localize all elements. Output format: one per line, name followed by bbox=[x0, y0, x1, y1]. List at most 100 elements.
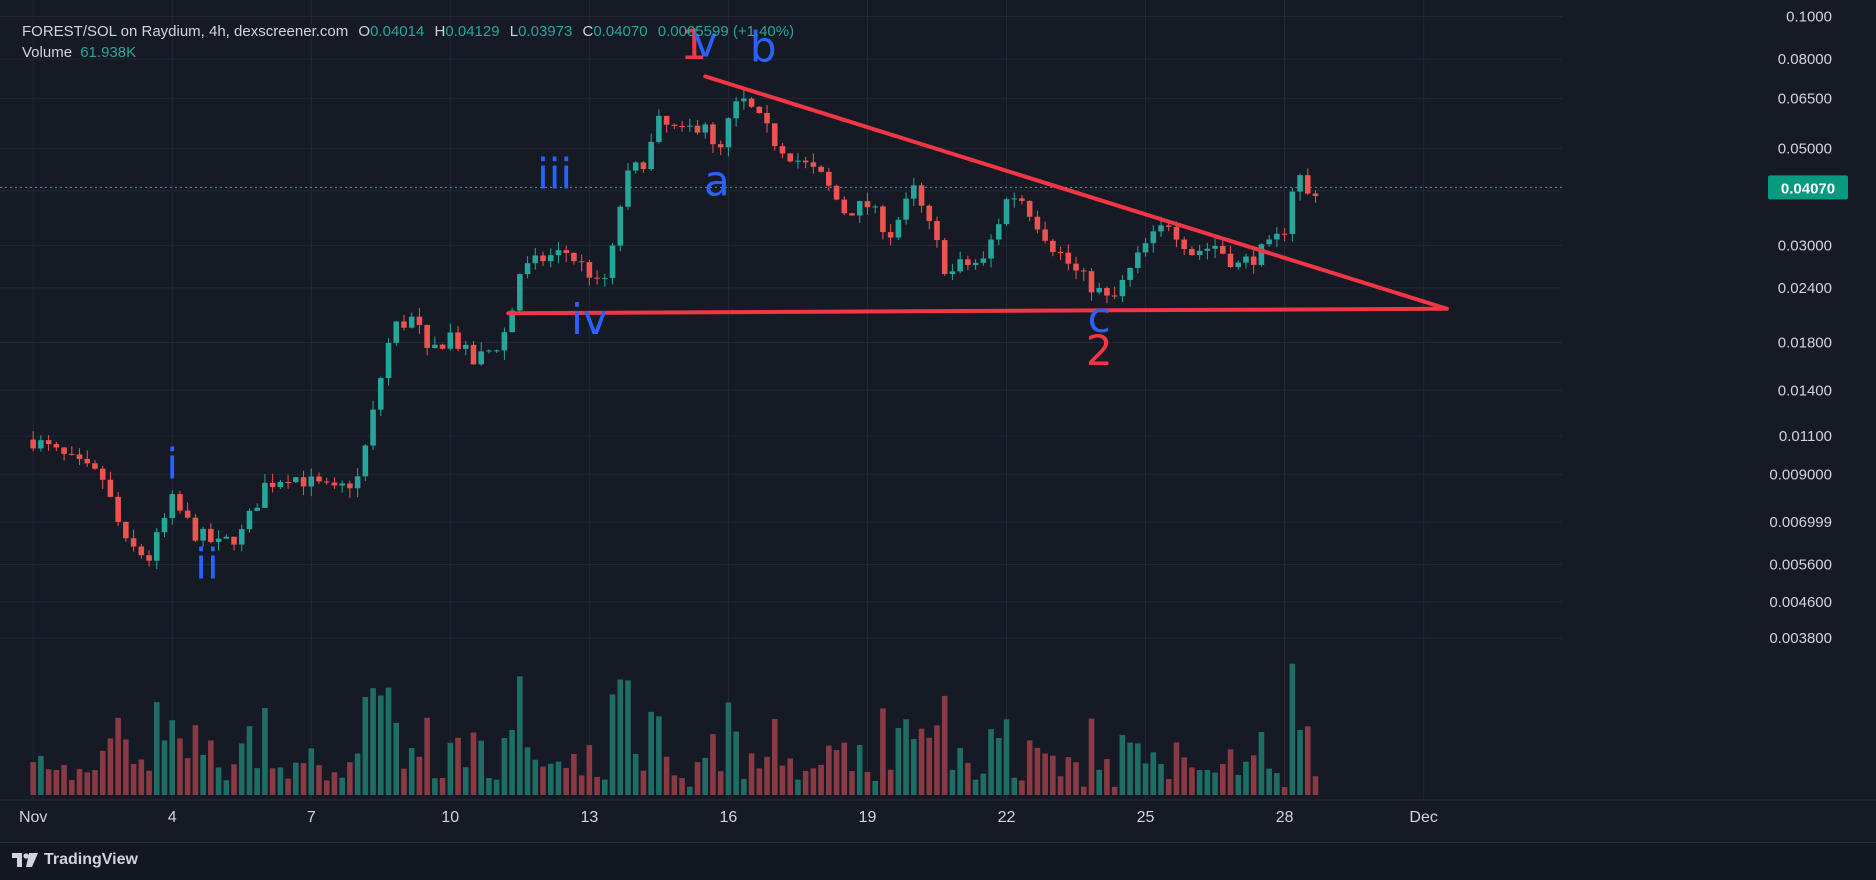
candlesticks bbox=[30, 90, 1319, 570]
volume-bar bbox=[1057, 776, 1064, 795]
x-tick-label: 4 bbox=[168, 809, 177, 826]
volume-bar bbox=[1080, 786, 1087, 795]
candle-body bbox=[934, 221, 940, 241]
volume-bar bbox=[926, 737, 933, 795]
descending-resistance-line[interactable] bbox=[703, 74, 1449, 311]
wave-label-ii[interactable]: ii bbox=[195, 540, 218, 589]
wave-label-iv[interactable]: iv bbox=[571, 295, 608, 344]
volume-label[interactable]: Volume bbox=[22, 44, 73, 61]
candle-body bbox=[470, 344, 477, 365]
volume-bar bbox=[169, 720, 176, 795]
volume-bar bbox=[362, 697, 369, 795]
volume-bar bbox=[262, 708, 268, 795]
volume-bar bbox=[1073, 762, 1079, 795]
volume-bar bbox=[1204, 769, 1211, 795]
candle-body bbox=[138, 546, 145, 556]
volume-bar bbox=[640, 770, 647, 795]
candle-body bbox=[787, 153, 793, 162]
candle-body bbox=[161, 517, 168, 533]
volume-bar bbox=[1011, 777, 1018, 795]
volume-bar bbox=[208, 740, 214, 795]
volume-bars bbox=[30, 663, 1319, 795]
candle-body bbox=[524, 263, 531, 275]
volume-bar bbox=[717, 771, 724, 795]
wave-label-iii[interactable]: iii bbox=[537, 149, 572, 198]
volume-bar bbox=[1173, 742, 1180, 795]
volume-bar bbox=[238, 743, 245, 795]
volume-bar bbox=[602, 779, 608, 795]
volume-bar bbox=[741, 778, 747, 795]
candle-body bbox=[903, 198, 909, 220]
volume-bar bbox=[702, 757, 709, 795]
volume-bar bbox=[547, 763, 554, 795]
candle-body bbox=[200, 528, 206, 541]
wave-label-b[interactable]: b bbox=[750, 22, 777, 71]
ohlc-row: FOREST/SOL on Raydium, 4h, dexscreener.c… bbox=[22, 22, 794, 43]
volume-bar bbox=[872, 780, 878, 795]
volume-bar bbox=[146, 770, 152, 795]
candle-body bbox=[779, 146, 786, 154]
candle-body bbox=[509, 310, 515, 333]
y-tick-label: 0.01800 bbox=[1778, 335, 1832, 352]
volume-bar bbox=[130, 763, 137, 795]
candle-body bbox=[841, 199, 848, 214]
volume-bar bbox=[493, 779, 500, 795]
volume-bar bbox=[76, 768, 83, 795]
horizontal-support-line[interactable] bbox=[506, 306, 1449, 316]
wave-label-1[interactable]: 1 bbox=[680, 20, 707, 69]
y-tick-label: 0.01100 bbox=[1779, 428, 1832, 445]
volume-bar bbox=[965, 762, 971, 795]
volume-bar bbox=[656, 716, 662, 795]
volume-bar bbox=[416, 756, 423, 795]
volume-bar bbox=[524, 747, 531, 795]
wave-label-a[interactable]: a bbox=[704, 157, 730, 206]
candle-body bbox=[648, 141, 654, 170]
wave-label-i[interactable]: i bbox=[166, 440, 178, 489]
y-tick-label: 0.009000 bbox=[1769, 466, 1832, 483]
volume-bar bbox=[918, 728, 925, 795]
candle-body bbox=[1181, 239, 1187, 250]
candle-body bbox=[462, 344, 469, 349]
volume-bar bbox=[671, 775, 678, 795]
current-price-tag: 0.04070 bbox=[1768, 175, 1848, 200]
candle-body bbox=[123, 521, 129, 539]
wave-label-v[interactable]: v bbox=[693, 18, 718, 67]
candle-body bbox=[69, 453, 75, 455]
volume-bar bbox=[578, 775, 585, 795]
candle-body bbox=[764, 112, 770, 124]
wave-label-c[interactable]: c bbox=[1088, 293, 1111, 342]
candle-body bbox=[393, 321, 400, 343]
x-tick-label: Dec bbox=[1409, 809, 1437, 826]
candle-body bbox=[1119, 279, 1126, 297]
high-label: H bbox=[434, 23, 446, 40]
volume-bar bbox=[903, 719, 909, 795]
wave-label-2[interactable]: 2 bbox=[1086, 326, 1113, 375]
candle-body bbox=[153, 532, 160, 561]
tradingview-brand[interactable]: TradingView bbox=[12, 851, 138, 869]
volume-bar bbox=[424, 717, 430, 795]
volume-bar bbox=[725, 702, 732, 795]
candle-body bbox=[810, 162, 817, 167]
candle-body bbox=[1274, 233, 1280, 240]
volume-bar bbox=[1119, 734, 1126, 795]
volume-bar bbox=[586, 745, 593, 795]
candle-body bbox=[1127, 267, 1133, 280]
volume-bar bbox=[123, 739, 129, 795]
candle-body bbox=[895, 219, 902, 238]
candle-body bbox=[1034, 216, 1041, 230]
symbol-title[interactable]: FOREST/SOL on Raydium, 4h, dexscreener.c… bbox=[22, 23, 349, 40]
volume-bar bbox=[617, 679, 624, 795]
candle-body bbox=[99, 468, 106, 480]
candle-body bbox=[107, 479, 114, 497]
volume-bar bbox=[177, 738, 183, 795]
price-axis: 0.10000.080000.065000.050000.040000.0300… bbox=[1769, 9, 1832, 648]
high-value: 0.04129 bbox=[445, 23, 500, 40]
candle-body bbox=[1042, 229, 1048, 241]
volume-bar bbox=[748, 753, 755, 795]
candle-body bbox=[1281, 233, 1288, 235]
candle-body bbox=[1189, 249, 1195, 256]
candle-body bbox=[918, 185, 925, 206]
candle-body bbox=[76, 454, 83, 459]
candle-body bbox=[1196, 250, 1203, 256]
